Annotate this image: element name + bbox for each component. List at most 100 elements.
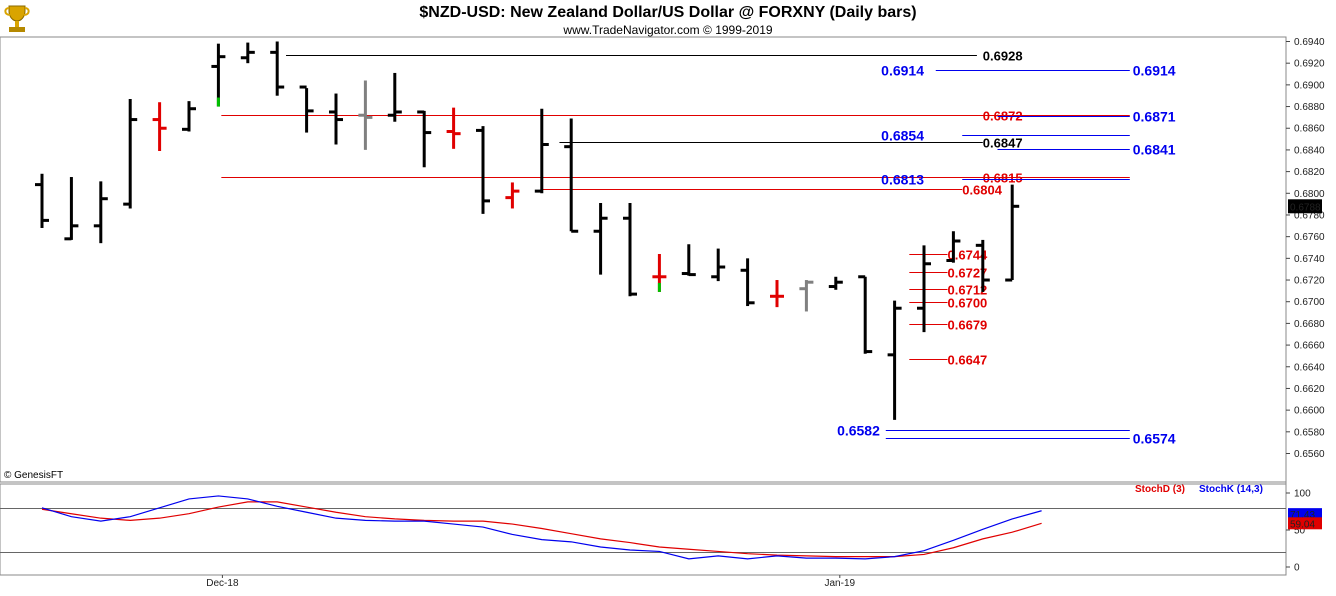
x-axis: Dec-18 Jan-19 [206,575,856,589]
ohlc-bar [446,107,461,149]
ohlc-bar [917,245,931,333]
stoch-last-box [1288,517,1322,530]
ohlc-bar [270,41,285,96]
stoch-last-label: 71.43 [1290,510,1315,521]
ohlc-bar [329,93,343,145]
stoch-last-box [1288,508,1322,521]
ohlc-bar [505,182,520,209]
ohlc-bar [93,181,108,244]
chart-subtitle: www.TradeNavigator.com © 1999-2019 [562,23,772,37]
last-price-marker: 0.6788 [1288,199,1322,214]
ohlc-bar [64,177,79,241]
ohlc-bar [623,203,637,297]
ohlc-bar [887,300,902,420]
ohlc-bar [358,80,373,150]
price-tick-label: 0.6700 [1294,297,1325,308]
price-tick-label: 0.6560 [1294,449,1325,460]
price-panel-frame [0,36,1287,483]
stoch-layer [0,495,1286,560]
level-label: 0.6815 [983,171,1023,186]
level-label: 0.6744 [948,248,989,263]
x-tick-label: Jan-19 [825,578,856,589]
price-tick-label: 0.6900 [1294,80,1325,91]
ohlc-bar [711,248,726,282]
logo-trophy-icon [4,5,30,32]
chart-title: $NZD-USD: New Zealand Dollar/US Dollar @… [419,4,916,21]
ohlc-bar [240,42,255,64]
ohlc-bar [946,231,961,263]
price-tick-label: 0.6740 [1294,254,1325,265]
level-label: 0.6700 [948,296,988,311]
stoch-panel-frame [0,483,1287,576]
ohlc-bar [152,102,167,152]
price-axis: 0.6940 0.6920 0.6900 0.6880 0.6860 0.6840 0.68… [1286,37,1325,460]
price-tick-label: 0.6860 [1294,124,1325,135]
ohlc-bar [564,118,579,233]
ohlc-bar [593,203,608,275]
price-tick-label: 0.6840 [1294,145,1325,156]
level-label: 0.6847 [983,136,1023,151]
stoch-series-line [41,501,1042,558]
price-tick-label: 0.6580 [1294,427,1325,438]
level-label: 0.6574 [1133,431,1176,447]
price-tick-label: 0.6940 [1294,37,1325,48]
ohlc-bar [652,254,667,292]
x-tick-label: Dec-18 [206,578,239,589]
ohlc-bar [211,43,226,107]
ohlc-bar [1005,184,1020,282]
last-price-label: 0.6788 [1290,202,1321,213]
stoch-axis: 100 50 0 [1286,489,1311,574]
ohlc-bar [417,110,432,168]
level-label: 0.6841 [1133,142,1176,158]
stoch-tick-label: 50 [1294,526,1306,537]
legend-stochk: StochK (14,3) [1199,484,1263,495]
bars-layer [35,41,1020,420]
last-price-box [1288,199,1322,214]
level-label: 0.6854 [881,128,924,144]
ohlc-bar [35,173,49,228]
stoch-last-label: 59.04 [1290,519,1315,530]
level-label: 0.6813 [881,172,924,188]
ohlc-bar [534,108,549,194]
ohlc-bar [740,258,755,307]
ohlc-bar [799,280,814,312]
ohlc-bar [182,101,196,132]
ohlc-bar [858,275,873,354]
price-tick-label: 0.6600 [1294,406,1325,417]
price-tick-label: 0.6800 [1294,189,1325,200]
level-label: 0.6804 [962,183,1003,198]
stoch-tick-label: 0 [1294,563,1300,574]
price-tick-label: 0.6680 [1294,319,1325,330]
level-label: 0.6871 [1133,109,1176,125]
ohlc-bar [681,244,696,277]
stoch-series-line [41,495,1042,560]
level-label: 0.6914 [881,63,924,79]
price-tick-label: 0.6720 [1294,276,1325,287]
level-label: 0.6727 [948,266,988,281]
ohlc-bar [299,85,314,133]
level-label: 0.6928 [983,49,1023,64]
price-tick-label: 0.6780 [1294,210,1325,221]
level-label: 0.6679 [948,318,988,333]
legend-stochd: StochD (3) [1135,484,1185,495]
price-tick-label: 0.6640 [1294,362,1325,373]
level-label: 0.6914 [1133,63,1176,79]
ohlc-bar [828,276,843,290]
price-tick-label: 0.6920 [1294,59,1325,70]
level-label: 0.6582 [837,423,880,439]
price-tick-label: 0.6620 [1294,384,1325,395]
price-tick-label: 0.6660 [1294,341,1325,352]
ohlc-bar [387,72,402,122]
price-tick-label: 0.6880 [1294,102,1325,113]
ohlc-bar [770,280,784,308]
price-tick-label: 0.6820 [1294,167,1325,178]
ohlc-bar [123,98,138,209]
stoch-tick-label: 100 [1294,489,1311,500]
level-label: 0.6712 [948,283,988,298]
price-tick-label: 0.6760 [1294,232,1325,243]
ohlc-bar [975,239,990,292]
